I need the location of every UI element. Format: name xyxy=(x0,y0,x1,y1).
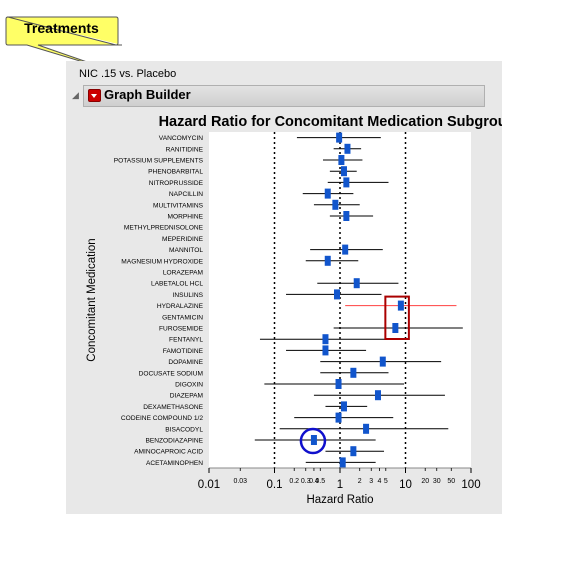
y-tick-label: METHYLPREDNISOLONE xyxy=(124,225,204,232)
y-tick-label: RANITIDINE xyxy=(166,146,204,153)
x-minor-tick-label: 3 xyxy=(369,478,373,485)
x-major-tick-label: 0.1 xyxy=(267,479,283,491)
y-tick-label: NAPCILLIN xyxy=(169,191,203,198)
x-major-tick-label: 100 xyxy=(461,479,480,491)
x-minor-tick-label: 2 xyxy=(358,478,362,485)
hazard-ratio-marker-insulins xyxy=(334,289,341,300)
hazard-ratio-marker-phenobarbital xyxy=(340,166,347,177)
hazard-ratio-marker-furosemide xyxy=(392,323,399,333)
hazard-ratio-marker-ranitidine xyxy=(344,143,351,154)
hazard-ratio-marker-hydralazine xyxy=(397,300,404,311)
y-tick-label: BISACODYL xyxy=(165,426,203,433)
y-tick-label: FAMOTIDINE xyxy=(163,348,204,355)
hazard-ratio-marker-docusate-sodium xyxy=(350,367,357,378)
red-triangle-menu-icon[interactable] xyxy=(88,89,101,102)
hazard-ratio-marker-codeine-compound-1-2 xyxy=(335,412,342,423)
x-minor-tick-label: 0.4 xyxy=(309,478,319,485)
hazard-ratio-marker-napcillin xyxy=(324,188,331,199)
graph-builder-title: Graph Builder xyxy=(104,87,191,102)
x-minor-tick-label: 0.5 xyxy=(315,478,325,485)
y-tick-label: FENTANYL xyxy=(169,337,203,344)
y-tick-label: INSULINS xyxy=(173,292,204,299)
y-tick-label: POTASSIUM SUPPLEMENTS xyxy=(114,158,204,165)
hazard-ratio-marker-dexamethasone xyxy=(340,401,347,412)
x-axis-label: Hazard Ratio xyxy=(306,494,373,506)
hazard-ratio-marker-bisacodyl xyxy=(363,423,370,434)
x-major-tick-label: 0.01 xyxy=(198,479,220,491)
hazard-ratio-chart: Hazard Ratio for Concomitant Medication … xyxy=(86,114,502,506)
y-tick-label: CODEINE COMPOUND 1/2 xyxy=(121,415,203,422)
y-tick-label: NITROPRUSSIDE xyxy=(149,180,204,187)
hazard-ratio-marker-famotidine xyxy=(322,345,329,356)
hazard-ratio-marker-labetalol-hcl xyxy=(353,278,360,289)
x-minor-tick-label: 30 xyxy=(433,478,441,485)
hazard-ratio-marker-morphine xyxy=(343,211,350,221)
y-tick-label: LABETALOL HCL xyxy=(151,281,203,288)
y-tick-label: GENTAMICIN xyxy=(162,314,203,321)
x-major-tick-label: 10 xyxy=(399,479,412,491)
x-minor-tick-label: 50 xyxy=(447,478,455,485)
x-minor-tick-label: 0.03 xyxy=(233,478,247,485)
y-tick-label: DOCUSATE SODIUM xyxy=(139,370,203,377)
hazard-ratio-marker-acetaminophen xyxy=(339,457,346,468)
y-tick-label: LORAZEPAM xyxy=(163,270,203,277)
hazard-ratio-marker-nitroprusside xyxy=(343,177,350,188)
callout-bubble xyxy=(5,16,122,72)
y-tick-label: MEPERIDINE xyxy=(162,236,204,243)
hazard-ratio-marker-dopamine xyxy=(379,356,386,367)
chart-title: Hazard Ratio for Concomitant Medication … xyxy=(159,114,502,130)
y-tick-label: PHENOBARBITAL xyxy=(148,169,203,176)
hazard-ratio-marker-mannitol xyxy=(342,244,349,255)
graph-builder-header[interactable]: Graph Builder xyxy=(83,85,485,107)
x-minor-tick-label: 5 xyxy=(384,478,388,485)
y-tick-label: DIAZEPAM xyxy=(170,393,203,400)
hazard-ratio-marker-aminocaproic-acid xyxy=(350,446,357,457)
x-minor-tick-label: 20 xyxy=(421,478,429,485)
y-tick-label: AMINOCAPROIC ACID xyxy=(134,449,203,456)
x-minor-tick-label: 0.2 xyxy=(289,478,299,485)
y-tick-label: MULTIVITAMINS xyxy=(153,202,204,209)
y-axis-label: Concomitant Medication xyxy=(86,238,98,361)
hazard-ratio-marker-multivitamins xyxy=(332,199,339,210)
hazard-ratio-marker-digoxin xyxy=(335,379,342,389)
y-tick-label: BENZODIAZAPINE xyxy=(145,438,203,445)
x-major-tick-label: 1 xyxy=(337,479,343,491)
highlight-box xyxy=(384,295,410,341)
y-tick-label: HYDRALAZINE xyxy=(157,303,204,310)
y-tick-label: DIGOXIN xyxy=(175,382,203,389)
hazard-ratio-marker-potassium-supplements xyxy=(338,155,345,165)
hazard-ratio-marker-vancomycin xyxy=(336,132,343,143)
y-tick-label: DOPAMINE xyxy=(168,359,203,366)
hazard-ratio-marker-diazepam xyxy=(374,390,381,401)
y-tick-label: DEXAMETHASONE xyxy=(143,404,203,411)
report-subtitle: NIC .15 vs. Placebo xyxy=(79,68,177,80)
hazard-ratio-marker-benzodiazapine xyxy=(310,435,317,445)
hazard-ratio-marker-fentanyl xyxy=(322,334,329,345)
x-minor-tick-label: 4 xyxy=(377,478,381,485)
highlight-circle xyxy=(299,427,327,455)
y-tick-label: MAGNESIUM HYDROXIDE xyxy=(121,258,203,265)
y-tick-label: VANCOMYCIN xyxy=(159,135,203,142)
y-tick-label: FUROSEMIDE xyxy=(159,326,204,333)
treatments-callout: Treatments xyxy=(5,16,122,72)
hazard-ratio-marker-magnesium-hydroxide xyxy=(324,255,331,266)
callout-label: Treatments xyxy=(24,20,99,36)
x-minor-tick-label: 0.3 xyxy=(301,478,311,485)
y-tick-label: MANNITOL xyxy=(169,247,203,254)
disclosure-triangle-icon[interactable]: ◢ xyxy=(72,90,79,100)
y-tick-label: ACETAMINOPHEN xyxy=(146,460,203,467)
y-tick-label: MORPHINE xyxy=(167,214,203,221)
